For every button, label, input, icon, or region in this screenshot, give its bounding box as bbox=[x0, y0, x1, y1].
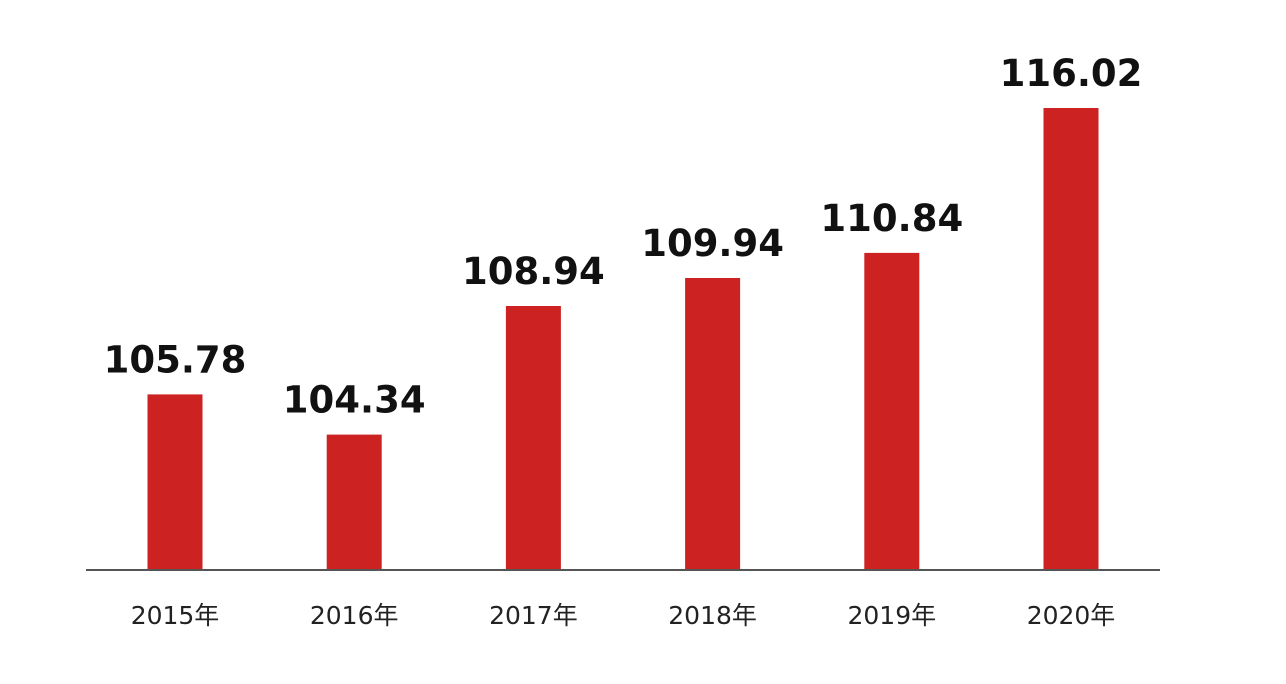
bar-2018年 bbox=[685, 278, 741, 570]
data-label: 116.02 bbox=[1000, 52, 1143, 95]
bar-2016年 bbox=[326, 434, 382, 570]
x-tick-label: 2017年 bbox=[489, 601, 578, 630]
x-tick-label: 2015年 bbox=[131, 601, 220, 630]
x-tick-label: 2016年 bbox=[310, 601, 399, 630]
data-label: 104.34 bbox=[283, 379, 426, 422]
bar-2019年 bbox=[864, 252, 920, 570]
data-labels-group: 105.78 104.34 108.94 109.94 110.84 116.02 bbox=[104, 52, 1143, 422]
bars-group bbox=[147, 108, 1099, 570]
data-label: 110.84 bbox=[820, 197, 963, 240]
x-tick-label: 2020年 bbox=[1027, 601, 1116, 630]
bar-2017年 bbox=[505, 306, 561, 570]
data-label: 109.94 bbox=[641, 222, 784, 265]
x-tick-label: 2018年 bbox=[668, 601, 757, 630]
x-tick-labels-group: 2015年 2016年 2017年 2018年 2019年 2020年 bbox=[131, 601, 1116, 630]
x-tick-label: 2019年 bbox=[847, 601, 936, 630]
data-label: 108.94 bbox=[462, 250, 605, 293]
bar-2020年 bbox=[1043, 108, 1099, 570]
data-label: 105.78 bbox=[104, 338, 247, 381]
bar-2015年 bbox=[147, 394, 203, 570]
